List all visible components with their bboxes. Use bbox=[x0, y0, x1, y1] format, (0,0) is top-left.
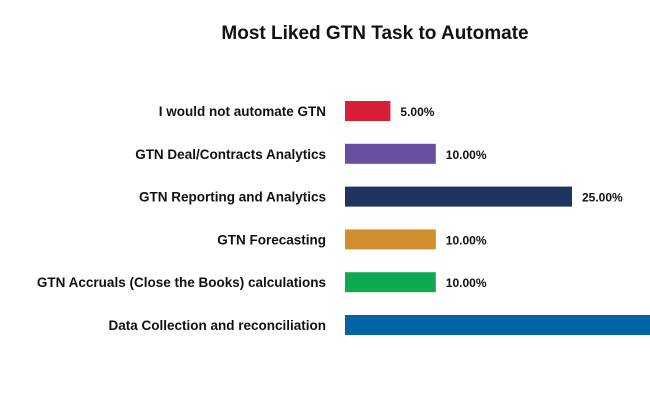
bar bbox=[345, 101, 391, 121]
bar bbox=[345, 315, 650, 335]
bar bbox=[345, 272, 436, 293]
bars-layer: I would not automate GTN 5.00% GTN Deal/Co… bbox=[37, 101, 650, 335]
chart-title: Most Liked GTN Task to Automate bbox=[221, 23, 528, 44]
category-label: I would not automate GTN bbox=[159, 104, 326, 119]
value-label: 25.00% bbox=[582, 191, 623, 205]
value-label: 10.00% bbox=[446, 148, 487, 162]
bar bbox=[345, 186, 572, 207]
bar bbox=[345, 143, 436, 164]
value-label: 5.00% bbox=[400, 105, 434, 119]
category-label: GTN Deal/Contracts Analytics bbox=[135, 147, 326, 162]
value-label: 10.00% bbox=[446, 276, 487, 290]
category-label: GTN Accruals (Close the Books) calculati… bbox=[37, 275, 326, 290]
category-label: Data Collection and reconciliation bbox=[108, 318, 326, 333]
category-label: GTN Forecasting bbox=[217, 232, 326, 247]
bar bbox=[345, 229, 436, 250]
value-label: 10.00% bbox=[446, 233, 487, 247]
category-label: GTN Reporting and Analytics bbox=[139, 190, 326, 205]
